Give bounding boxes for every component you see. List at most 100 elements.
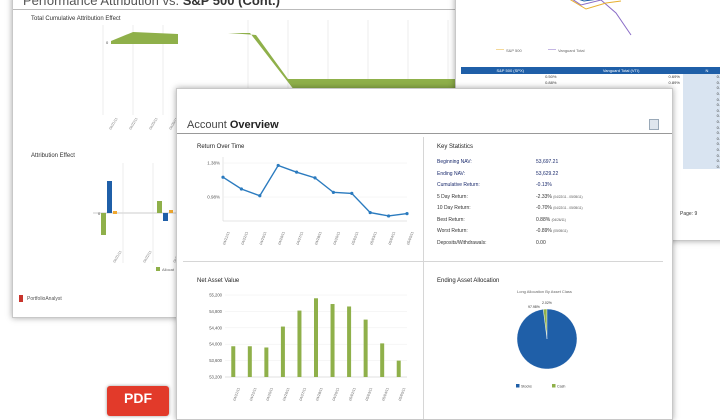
table-row: 0.86% xyxy=(461,157,720,164)
legend-label: Cash xyxy=(557,384,565,388)
return-point xyxy=(295,170,299,174)
x-tick-label: 04/26/11 xyxy=(282,387,290,401)
stat-period: (04/26/11) xyxy=(551,217,566,222)
net-asset-value-chart: 55,200 54,800 54,400 54,000 53,600 53,200 04/2… xyxy=(209,293,407,401)
benchmark-line-chart: y xyxy=(460,0,632,50)
x-tick-label: 04/28/11 xyxy=(315,387,323,401)
legend-sp500: S&P 500 xyxy=(506,48,522,53)
title-rule xyxy=(177,133,672,134)
footer-brand: PortfolioAnalyst xyxy=(27,296,62,302)
table-cell: 0.69% xyxy=(682,152,720,158)
stat-label: Best Return: xyxy=(437,216,465,223)
table-cell: 0.08% xyxy=(682,107,720,114)
y-tick-label: 53,200 xyxy=(209,375,222,380)
table-cell: 0.50% xyxy=(545,74,557,80)
stat-label: Worst Return: xyxy=(437,228,468,234)
legend-vanguard: Vanguard Total xyxy=(558,48,585,53)
return-point xyxy=(221,175,225,179)
table-row: 0.45% xyxy=(461,141,720,147)
table-row: 0.25% xyxy=(461,135,720,142)
table-header-row: S&P 500 (SPX) Vanguard Total (VTI) N xyxy=(461,67,720,74)
table-row: 0.02% xyxy=(461,124,720,130)
table-header: Vanguard Total (VTI) xyxy=(559,67,683,74)
table-cell: 0.07% xyxy=(682,163,720,170)
return-point xyxy=(258,194,262,198)
nav-bar xyxy=(347,306,352,377)
table-row: 0.07% xyxy=(461,163,720,170)
benchmark-line xyxy=(572,0,632,36)
allocation-subtitle: Long Allocation By Asset Class xyxy=(517,289,572,294)
row-divider xyxy=(183,261,663,262)
benchmark-table-body: 0.50%0.69%0.58%0.88%0.89%0.89%0.78%0.28%… xyxy=(461,74,720,170)
x-tick-label: 04/26/11 xyxy=(277,231,285,245)
nav-bar xyxy=(330,304,335,377)
effect-bar xyxy=(101,213,106,235)
legend-swatch xyxy=(516,384,520,388)
x-tick-label: 05/03/11 xyxy=(369,231,377,245)
effect-bar xyxy=(157,201,162,213)
nav-bar xyxy=(314,298,318,377)
net-asset-value-title: Net Asset Value xyxy=(197,278,240,284)
stat-value: 53,629.22 xyxy=(536,170,559,177)
x-tick: 04/21/11 xyxy=(108,117,118,131)
y-tick-label: 1.38% xyxy=(207,161,220,166)
stat-period: (05/05/11) xyxy=(553,229,568,233)
stat-period: (04/22/11 - 05/05/11) xyxy=(553,206,583,210)
account-overview-page: Account Overview Return Over Time 1.38% 0… xyxy=(176,88,673,420)
table-cell: 0.89% xyxy=(668,79,680,85)
table-cell: 0.58% xyxy=(682,74,720,80)
cumulative-x-ticks: 04/21/11 04/22/11 04/25/11 04/26/11 xyxy=(108,117,178,131)
y-tick-label: 0.98% xyxy=(207,195,220,200)
nav-bar xyxy=(231,346,236,377)
x-tick-label: 05/04/11 xyxy=(388,231,396,245)
key-statistics-title: Key Statistics xyxy=(437,144,474,150)
attribution-title-prefix: Performance Attribution vs. xyxy=(23,0,180,8)
overview-title-bold: Overview xyxy=(229,119,279,131)
stat-label: Beginning NAV: xyxy=(437,159,472,165)
table-row: 0.50% 0.69%0.58% xyxy=(461,74,720,80)
table-row: 0.88% 0.89%0.89% xyxy=(461,79,720,86)
table-row: 0.78% xyxy=(461,85,720,91)
x-tick: 04/21/11 xyxy=(112,250,122,264)
stat-value: -2.33% (04/22/11 - 05/05/11) xyxy=(536,193,583,200)
x-tick-label: 04/25/11 xyxy=(266,387,274,401)
stat-label: 10 Day Return: xyxy=(437,205,471,211)
effect-bar xyxy=(163,213,168,221)
nav-bar xyxy=(396,360,401,377)
cumulative-area-right xyxy=(228,33,473,95)
return-point xyxy=(276,163,280,168)
x-tick-label: 04/25/11 xyxy=(259,231,267,245)
stat-value: -0.13% xyxy=(536,182,552,188)
title-rule xyxy=(13,9,473,10)
legend-label: Stocks xyxy=(521,384,532,388)
benchmark-line xyxy=(579,0,596,2)
return-point xyxy=(331,190,335,194)
x-tick-label: 05/05/11 xyxy=(398,387,406,401)
legend-swatch xyxy=(156,267,160,271)
return-point xyxy=(350,191,354,195)
table-row: 0.08% xyxy=(461,107,720,114)
table-row: 0.20% xyxy=(461,101,720,108)
x-tick: 04/22/11 xyxy=(128,117,138,131)
attribution-title-bold: S&P 500 (Cont.) xyxy=(182,0,280,8)
x-tick-label: 04/27/11 xyxy=(299,387,307,401)
x-tick-label: 05/05/11 xyxy=(406,231,414,245)
table-cell: 0.38% xyxy=(682,129,720,136)
return-over-time-title: Return Over Time xyxy=(197,144,245,150)
nav-bar xyxy=(280,326,285,377)
y-tick-label: 54,400 xyxy=(209,325,222,330)
table-row: 0.46% xyxy=(461,118,720,125)
effect-zero-label: 0 xyxy=(98,211,101,216)
pie-label: 97.98% xyxy=(528,305,540,309)
table-cell: 0.78% xyxy=(682,85,720,91)
table-cell: 0.28% xyxy=(682,90,720,97)
stat-value: 0.00 xyxy=(536,239,546,246)
x-tick-label: 04/29/11 xyxy=(332,387,340,401)
table-row: 0.69% xyxy=(461,152,720,158)
table-cell: 0.02% xyxy=(682,124,720,130)
x-tick-label: 05/03/11 xyxy=(365,387,373,401)
zero-tick-label: 0 xyxy=(106,40,109,45)
x-tick-label: 05/02/11 xyxy=(348,387,356,401)
table-cell: 0.89% xyxy=(682,79,720,86)
x-tick-label: 04/21/11 xyxy=(232,387,240,401)
